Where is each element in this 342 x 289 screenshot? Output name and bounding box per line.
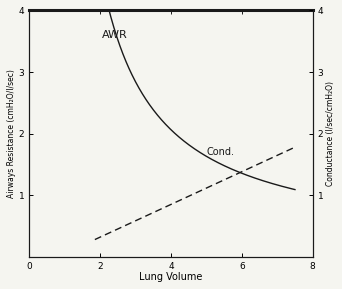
- Text: Cond.: Cond.: [207, 147, 234, 157]
- Y-axis label: Conductance (l/sec/cmH₂O): Conductance (l/sec/cmH₂O): [326, 81, 335, 186]
- Y-axis label: Airways Resistance (cmH₂O/l/sec): Airways Resistance (cmH₂O/l/sec): [7, 69, 16, 198]
- X-axis label: Lung Volume: Lung Volume: [139, 272, 203, 282]
- Text: AWR: AWR: [102, 30, 128, 40]
